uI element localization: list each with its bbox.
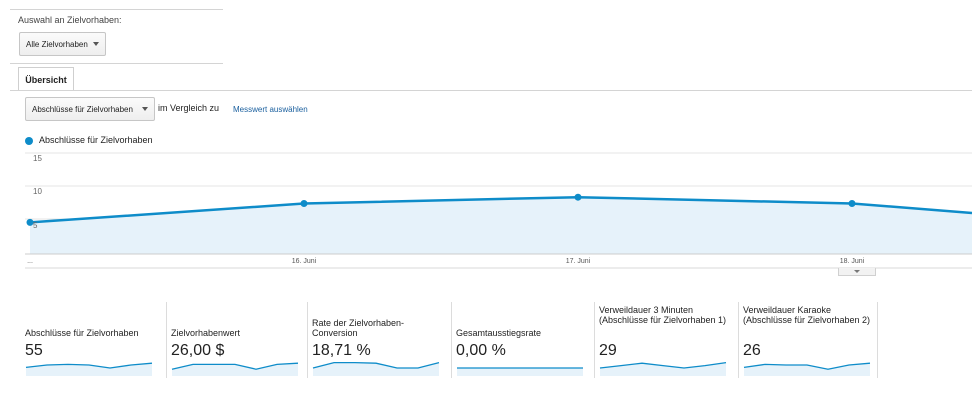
metric-value: 26,00 $ [171,342,225,359]
x-tick-label: ... [27,258,33,265]
series-area [30,197,972,254]
metric-separator [738,302,739,378]
legend-dot [25,137,33,145]
metric-value: 55 [25,342,43,359]
sparkline-area [457,368,583,376]
data-point[interactable] [848,200,856,207]
metric-label: Verweildauer Karaoke (Abschlüsse für Zie… [743,305,871,325]
chevron-down-icon [93,42,99,46]
metric-sparkline [457,367,583,376]
metric-separator [166,302,167,378]
metric-label: Abschlüsse für Zielvorhaben [25,328,139,338]
metric-label: Verweildauer 3 Minuten (Abschlüsse für Z… [599,305,727,325]
metric-total-abandonment-rate[interactable]: Gesamtausstiegsrate 0,00 % [451,302,583,378]
goal-selector-dropdown[interactable]: Alle Zielvorhaben [19,32,106,56]
metric-value: 29 [599,342,617,359]
legend-label[interactable]: Abschlüsse für Zielvorhaben [39,135,153,145]
metric-separator [307,302,308,378]
goal-selector-value: Alle Zielvorhaben [26,39,88,49]
metric-goal-completions[interactable]: Abschlüsse für Zielvorhaben 55 [25,302,157,378]
chart-resize-handle[interactable] [838,268,876,276]
metric-sparkline [25,362,153,376]
sparkline-area [26,363,152,376]
metric-separator [877,302,878,378]
metric-separator [594,302,595,378]
y-tick-15: 15 [33,154,42,163]
x-tick-label: 17. Juni [565,258,591,265]
metric-label: Zielvorhabenwert [171,328,241,338]
y-tick-10: 10 [33,187,42,196]
x-tick-label: 18. Juni [839,258,865,265]
metric-label: Rate der Zielvorhaben-Conversion [312,318,405,338]
metric-value: 0,00 % [456,342,506,359]
chevron-down-icon [854,270,860,273]
metric-duration-3min[interactable]: Verweildauer 3 Minuten (Abschlüsse für Z… [594,302,727,378]
sparkline-line [312,361,440,369]
metric-sparkline [312,361,440,376]
metric-label: Gesamtausstiegsrate [456,328,542,338]
metric-select[interactable]: Abschlüsse für Zielvorhaben [25,97,155,121]
data-point[interactable] [26,218,34,226]
selector-divider [10,63,223,64]
line-chart [25,152,972,269]
sparkline-line [743,362,871,370]
top-divider [10,9,223,10]
metric-sparkline [743,362,871,376]
metric-goal-conversion-rate[interactable]: Rate der Zielvorhaben-Conversion 18,71 % [307,302,440,378]
compare-text: im Vergleich zu [158,103,220,113]
tab-overview-label: Übersicht [25,74,67,85]
metric-duration-karaoke[interactable]: Verweildauer Karaoke (Abschlüsse für Zie… [738,302,878,378]
tab-overview[interactable]: Übersicht [18,67,74,91]
data-point[interactable] [574,193,582,201]
sparkline-area [172,363,298,376]
metric-goal-value[interactable]: Zielvorhabenwert 26,00 $ [166,302,299,378]
y-tick-5: 5 [33,221,38,230]
sparkline-line [171,362,299,370]
metric-select-value: Abschlüsse für Zielvorhaben [32,104,133,114]
metric-separator [451,302,452,378]
metric-sparkline [171,362,299,376]
tab-divider [10,90,972,91]
sparkline-line [599,361,727,369]
sparkline-area [744,363,870,376]
select-metric-link[interactable]: Messwert auswählen [233,105,308,114]
sparkline-line [25,362,153,369]
sparkline-area [313,362,439,376]
metric-value: 26 [743,342,761,359]
goal-selector-label: Auswahl an Zielvorhaben: [18,15,122,25]
x-tick-label: 16. Juni [291,258,317,265]
sparkline-area [600,362,726,376]
metric-value: 18,71 % [312,342,371,359]
chevron-down-icon [142,107,148,111]
data-point[interactable] [300,200,308,207]
metric-sparkline [599,361,727,376]
